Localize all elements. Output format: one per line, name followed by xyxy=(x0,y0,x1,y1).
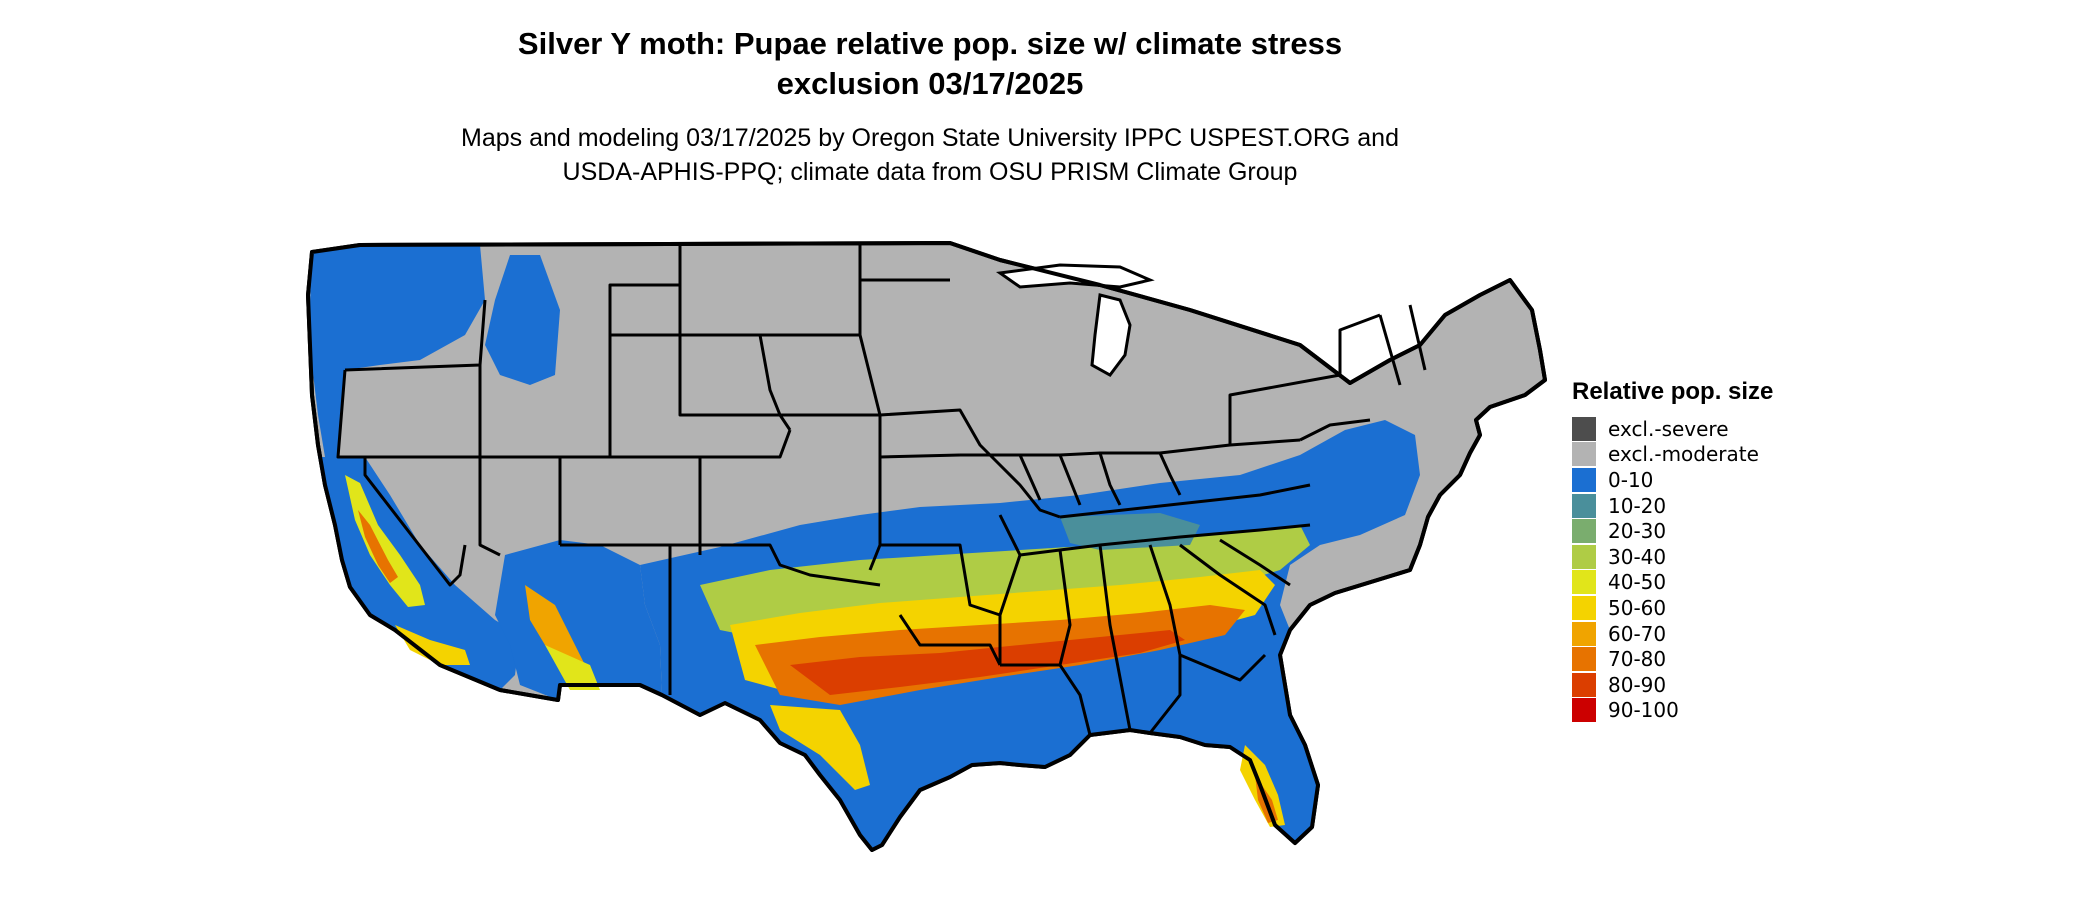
legend-label: excl.-moderate xyxy=(1608,442,1759,467)
legend-item: 70-80 xyxy=(1572,646,1773,672)
legend-label: 30-40 xyxy=(1608,544,1667,569)
map-title-line1: Silver Y moth: Pupae relative pop. size … xyxy=(517,26,1343,61)
legend-item: excl.-severe xyxy=(1572,416,1773,442)
legend-items: excl.-severe excl.-moderate 0-10 10-20 20-30… xyxy=(1572,416,1773,723)
map-subtitle-line1: Maps and modeling 03/17/2025 by Oregon S… xyxy=(461,124,1399,152)
legend-label: excl.-severe xyxy=(1608,416,1729,441)
region-80-90-band xyxy=(790,630,1185,695)
region-40-50-california xyxy=(345,475,425,607)
region-0-10-arizona xyxy=(495,540,662,700)
region-70-80-california xyxy=(358,510,398,583)
legend-item: 40-50 xyxy=(1572,570,1773,596)
legend-swatch xyxy=(1572,544,1596,569)
lake-michigan xyxy=(1090,293,1132,377)
us-map xyxy=(306,241,1547,852)
legend-item: 50-60 xyxy=(1572,595,1773,621)
legend-title: Relative pop. size xyxy=(1572,378,1774,405)
legend-item: 80-90 xyxy=(1572,672,1773,698)
legend-label: 0-10 xyxy=(1608,467,1654,492)
legend: Relative pop. size excl.-severe excl.-mod… xyxy=(1572,378,1773,723)
legend-swatch xyxy=(1572,570,1596,595)
legend-label: 20-30 xyxy=(1608,519,1667,544)
region-50-60-texas-south xyxy=(770,705,870,790)
region-50-60-socal xyxy=(395,625,470,665)
legend-label: 60-70 xyxy=(1608,621,1667,646)
map-subtitle-line2: USDA-APHIS-PPQ; climate data from OSU PR… xyxy=(562,158,1298,186)
legend-swatch xyxy=(1572,621,1596,646)
legend-swatch xyxy=(1572,442,1596,467)
legend-swatch xyxy=(1572,493,1596,518)
legend-swatch xyxy=(1572,595,1596,620)
map-title-line2: exclusion 03/17/2025 xyxy=(776,66,1084,101)
legend-swatch xyxy=(1572,672,1596,697)
legend-label: 90-100 xyxy=(1608,698,1679,723)
legend-swatch xyxy=(1572,416,1596,441)
us-outline xyxy=(306,241,1547,852)
region-60-70-arizona xyxy=(525,585,585,670)
legend-label: 10-20 xyxy=(1608,493,1667,518)
legend-item: 0-10 xyxy=(1572,467,1773,493)
legend-label: 40-50 xyxy=(1608,570,1667,595)
legend-label: 70-80 xyxy=(1608,647,1667,672)
state-borders xyxy=(336,243,1427,736)
region-0-10-idaho xyxy=(485,255,560,385)
legend-label: 50-60 xyxy=(1608,595,1667,620)
legend-item: 90-100 xyxy=(1572,698,1773,724)
legend-item: excl.-moderate xyxy=(1572,442,1773,468)
region-0-10-northwest xyxy=(310,245,485,457)
legend-swatch xyxy=(1572,647,1596,672)
legend-swatch xyxy=(1572,467,1596,492)
region-10-20-tennessee xyxy=(1060,513,1200,550)
legend-item: 20-30 xyxy=(1572,518,1773,544)
legend-label: 80-90 xyxy=(1608,672,1667,697)
legend-item: 30-40 xyxy=(1572,544,1773,570)
legend-item: 60-70 xyxy=(1572,621,1773,647)
legend-item: 10-20 xyxy=(1572,493,1773,519)
legend-swatch xyxy=(1572,698,1596,723)
legend-swatch xyxy=(1572,519,1596,544)
region-40-50-arizona xyxy=(545,645,600,690)
